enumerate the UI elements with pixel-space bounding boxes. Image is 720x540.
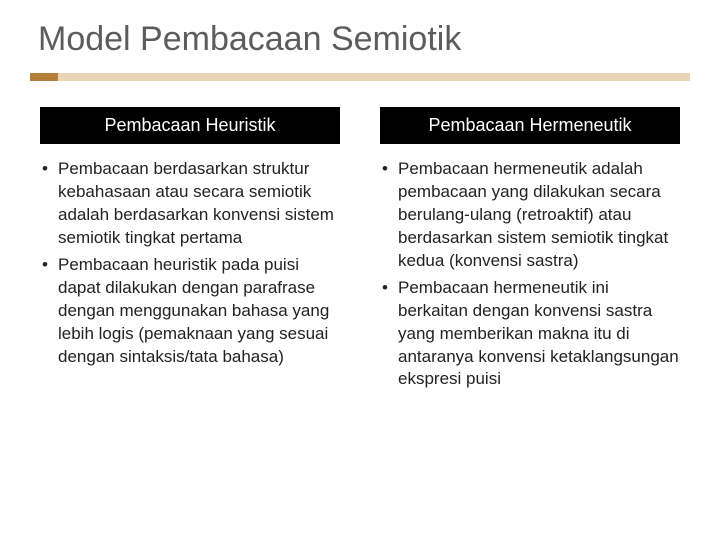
slide-title: Model Pembacaan Semiotik (30, 20, 690, 59)
column-body-heuristik: Pembacaan berdasarkan struktur kebahasaa… (40, 158, 340, 368)
column-right: Pembacaan Hermeneutik Pembacaan hermeneu… (380, 107, 680, 395)
column-body-hermeneutik: Pembacaan hermeneutik adalah pembacaan y… (380, 158, 680, 391)
slide: Model Pembacaan Semiotik Pembacaan Heuri… (0, 0, 720, 540)
list-item: Pembacaan heuristik pada puisi dapat dil… (40, 254, 340, 369)
list-item: Pembacaan hermeneutik ini berkaitan deng… (380, 277, 680, 392)
accent-bar-dark (30, 73, 58, 81)
bullet-list: Pembacaan hermeneutik adalah pembacaan y… (380, 158, 680, 391)
list-item: Pembacaan berdasarkan struktur kebahasaa… (40, 158, 340, 250)
bullet-list: Pembacaan berdasarkan struktur kebahasaa… (40, 158, 340, 368)
column-header-hermeneutik: Pembacaan Hermeneutik (380, 107, 680, 144)
accent-bar (30, 73, 690, 81)
accent-bar-light (58, 73, 690, 81)
columns-container: Pembacaan Heuristik Pembacaan berdasarka… (30, 107, 690, 395)
column-left: Pembacaan Heuristik Pembacaan berdasarka… (40, 107, 340, 395)
list-item: Pembacaan hermeneutik adalah pembacaan y… (380, 158, 680, 273)
column-header-heuristik: Pembacaan Heuristik (40, 107, 340, 144)
